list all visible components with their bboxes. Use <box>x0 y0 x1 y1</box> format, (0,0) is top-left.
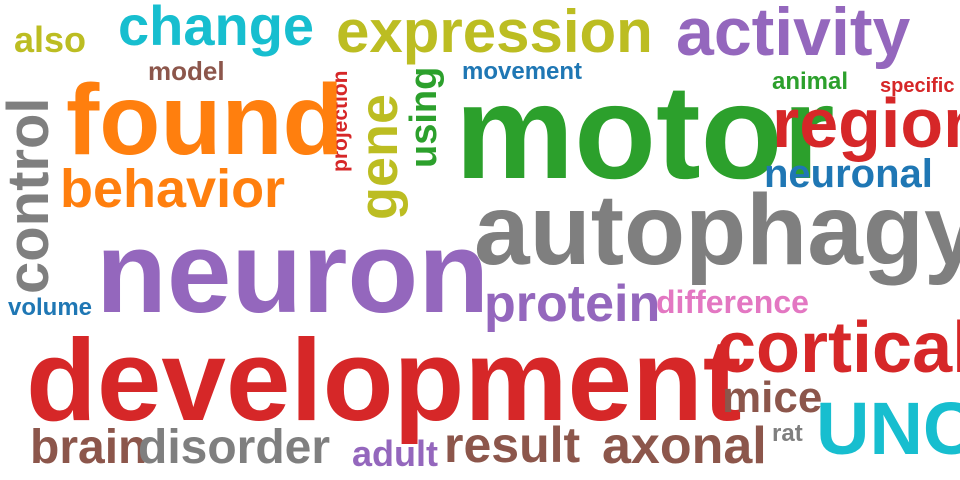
word-adult: adult <box>352 433 438 474</box>
word-volume: volume <box>8 294 93 321</box>
word-neuronal: neuronal <box>764 152 933 196</box>
word-control: control <box>0 97 61 294</box>
word-protein: protein <box>484 275 661 333</box>
word-using: using <box>403 66 445 168</box>
word-found: found <box>66 64 344 176</box>
word-result: result <box>444 417 581 473</box>
word-axonal: axonal <box>602 417 767 475</box>
word-motor: motor <box>455 58 835 207</box>
word-region: region <box>772 84 960 162</box>
word-autophagy: autophagy <box>474 174 960 286</box>
word-specific: specific <box>880 75 955 97</box>
word-gene: gene <box>349 93 409 220</box>
word-model: model <box>148 56 225 86</box>
word-movement: movement <box>462 58 583 85</box>
word-change: change <box>118 0 315 57</box>
word-expression: expression <box>336 0 653 65</box>
word-brain: brain <box>30 421 148 474</box>
word-activity: activity <box>676 0 911 70</box>
word-animal: animal <box>772 68 849 95</box>
word-unc: UNC <box>816 387 960 470</box>
word-development: development <box>26 315 742 445</box>
word-neuron: neuron <box>96 207 490 337</box>
word-behavior: behavior <box>60 159 286 219</box>
word-rat: rat <box>772 420 803 447</box>
word-difference: difference <box>656 284 809 320</box>
word-mice: mice <box>722 373 823 422</box>
word-also: also <box>14 19 87 60</box>
word-disorder: disorder <box>138 421 331 474</box>
word-cortical: cortical <box>716 308 960 388</box>
